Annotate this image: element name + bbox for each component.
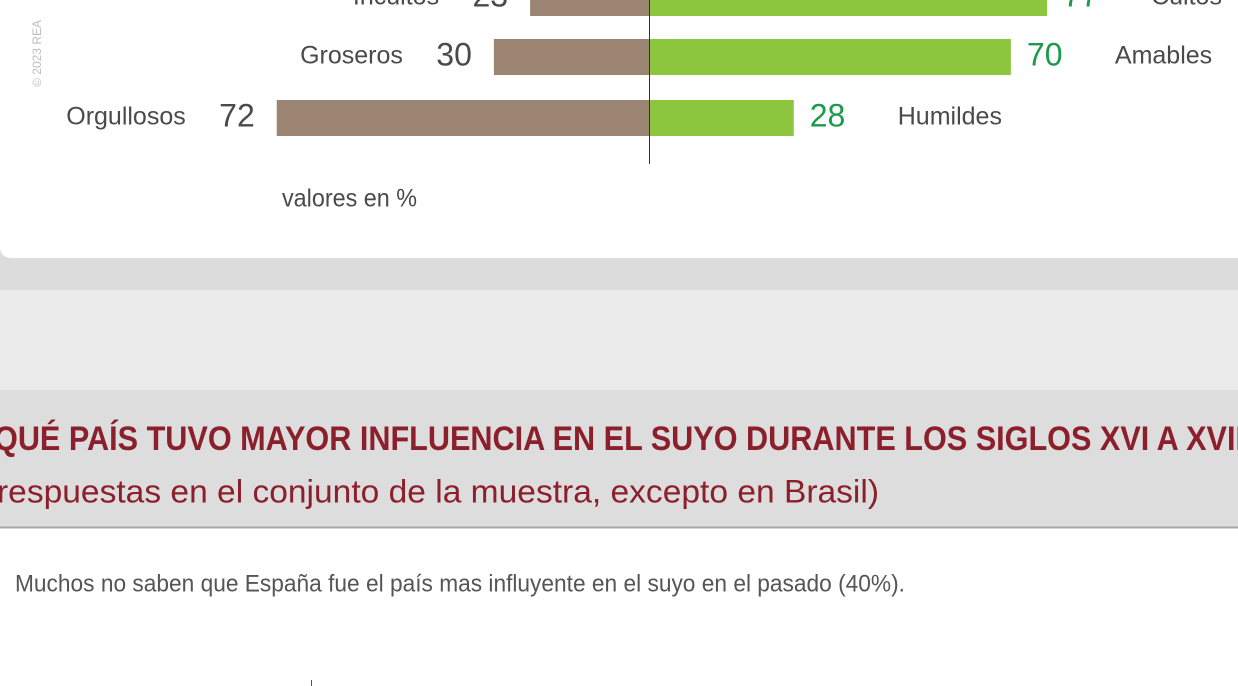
copyright: © 2023 REA [30,20,44,87]
section-text: Muchos no saben que España fue el país m… [15,570,905,597]
left-value: 23 [472,0,508,13]
left-bar [493,39,649,75]
right-bar [649,100,794,136]
gray-band [0,290,1238,392]
right-label: Humildes [898,103,1002,131]
left-label: Groseros [300,42,403,70]
chart-note: valores en % [282,185,417,213]
left-value: 30 [436,36,472,72]
right-label: Cultos [1151,0,1222,11]
left-bar [276,100,649,136]
right-label: Amables [1115,42,1212,70]
left-label: Orgullosos [66,103,186,131]
left-value: 72 [219,97,255,133]
right-bar [649,0,1048,16]
right-value: 28 [810,97,846,133]
heading-band [0,390,1238,527]
right-value: 77 [1063,0,1099,13]
right-value: 70 [1027,36,1063,72]
section-title: QUÉ PAÍS TUVO MAYOR INFLUENCIA EN EL SUY… [0,420,1238,458]
left-bar [530,0,649,16]
right-bar [649,39,1011,75]
left-label: Incultos [353,0,439,11]
section-subtitle: respuestas en el conjunto de la muestra,… [0,473,879,509]
